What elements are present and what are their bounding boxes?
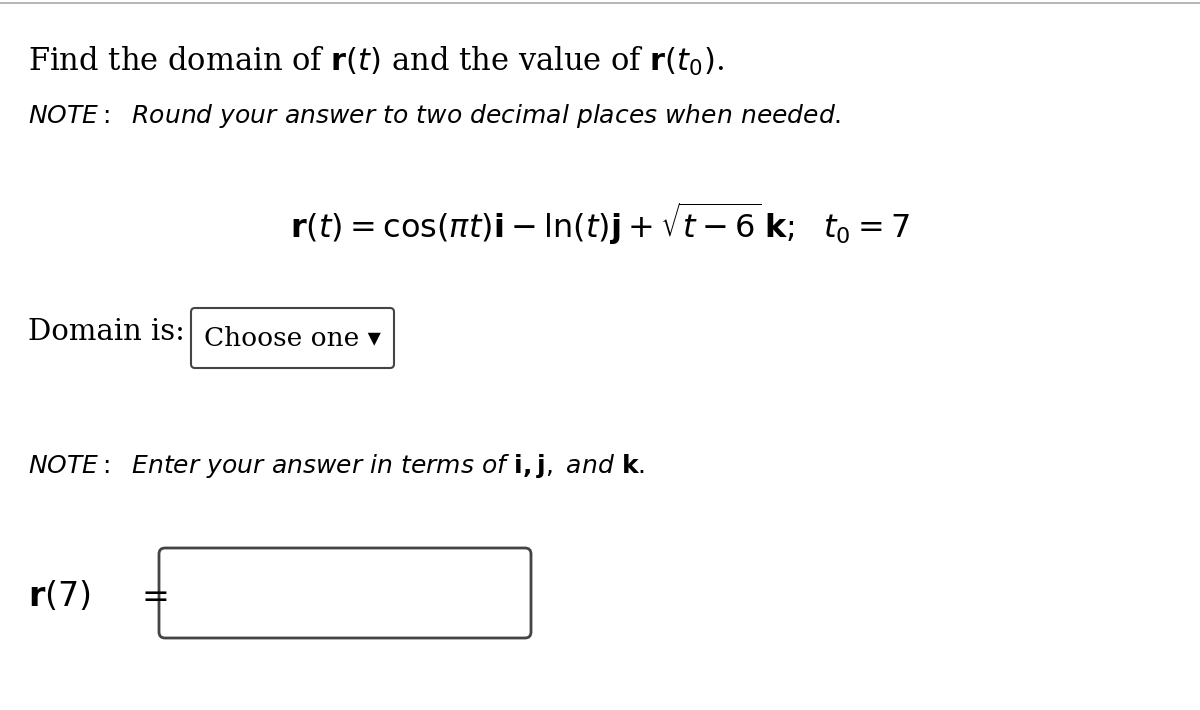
Text: $\mathit{NOTE{:}}$  $\mathit{Enter\ your\ answer\ in\ terms\ of\ }$$\mathbf{i, j: $\mathit{NOTE{:}}$ $\mathit{Enter\ your\… bbox=[28, 452, 646, 480]
FancyBboxPatch shape bbox=[158, 548, 530, 638]
Text: $=$: $=$ bbox=[134, 580, 168, 612]
Text: $\mathit{NOTE{:}}$  $\mathit{Round\ your\ answer\ to\ two\ decimal\ places\ when: $\mathit{NOTE{:}}$ $\mathit{Round\ your\… bbox=[28, 102, 841, 130]
Text: $\mathbf{r}(7)$: $\mathbf{r}(7)$ bbox=[28, 579, 91, 613]
Text: Choose one ▾: Choose one ▾ bbox=[204, 325, 380, 351]
Text: Find the domain of $\mathbf{r}(t)$ and the value of $\mathbf{r}(t_0)$.: Find the domain of $\mathbf{r}(t)$ and t… bbox=[28, 45, 724, 78]
Text: $\mathbf{r}(t) = \cos(\pi t)\mathbf{i} - \ln(t)\mathbf{j} + \sqrt{t-6}\,\mathbf{: $\mathbf{r}(t) = \cos(\pi t)\mathbf{i} -… bbox=[290, 200, 910, 247]
Text: Domain is:: Domain is: bbox=[28, 318, 185, 346]
FancyBboxPatch shape bbox=[191, 308, 394, 368]
